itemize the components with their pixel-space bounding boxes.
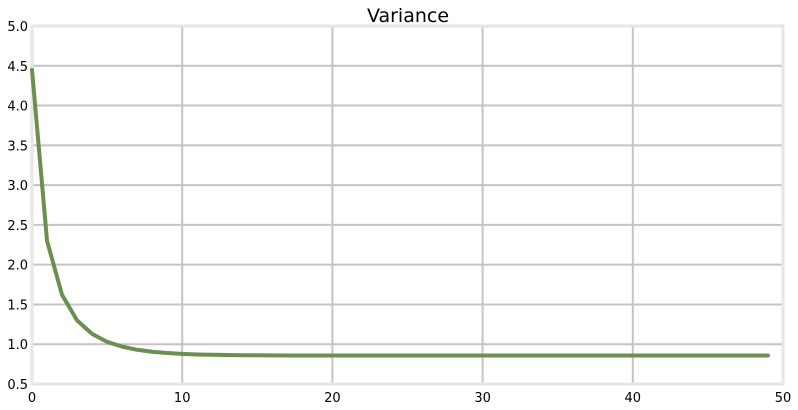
x-tick-label: 40 <box>625 391 642 406</box>
x-tick-label: 0 <box>28 391 36 406</box>
x-tick-label: 50 <box>775 391 792 406</box>
y-tick-label: 3.5 <box>7 139 28 154</box>
y-tick-label: 1.5 <box>7 298 28 313</box>
y-tick-label: 2.5 <box>7 219 28 234</box>
y-tick-label: 5.0 <box>7 20 28 35</box>
y-tick-label: 3.0 <box>7 179 28 194</box>
y-tick-label: 4.0 <box>7 100 28 115</box>
x-tick-label: 30 <box>474 391 491 406</box>
plot-frame <box>30 24 785 386</box>
y-tick-label: 1.0 <box>7 338 28 353</box>
variance-series-line <box>30 67 770 358</box>
y-tick-label: 2.0 <box>7 259 28 274</box>
x-tick-label: 10 <box>174 391 191 406</box>
tick-labels: 0.5 1.0 1.5 2.0 2.5 3.0 3.5 4.0 4.5 5.0 0 10 20 30 40 5… <box>7 20 791 406</box>
y-tick-label: 4.5 <box>7 60 28 75</box>
x-tick-label: 20 <box>324 391 341 406</box>
series-layer <box>30 67 770 358</box>
chart-title: Variance <box>367 5 449 27</box>
y-tick-label: 0.5 <box>7 378 28 393</box>
grid <box>32 26 783 384</box>
